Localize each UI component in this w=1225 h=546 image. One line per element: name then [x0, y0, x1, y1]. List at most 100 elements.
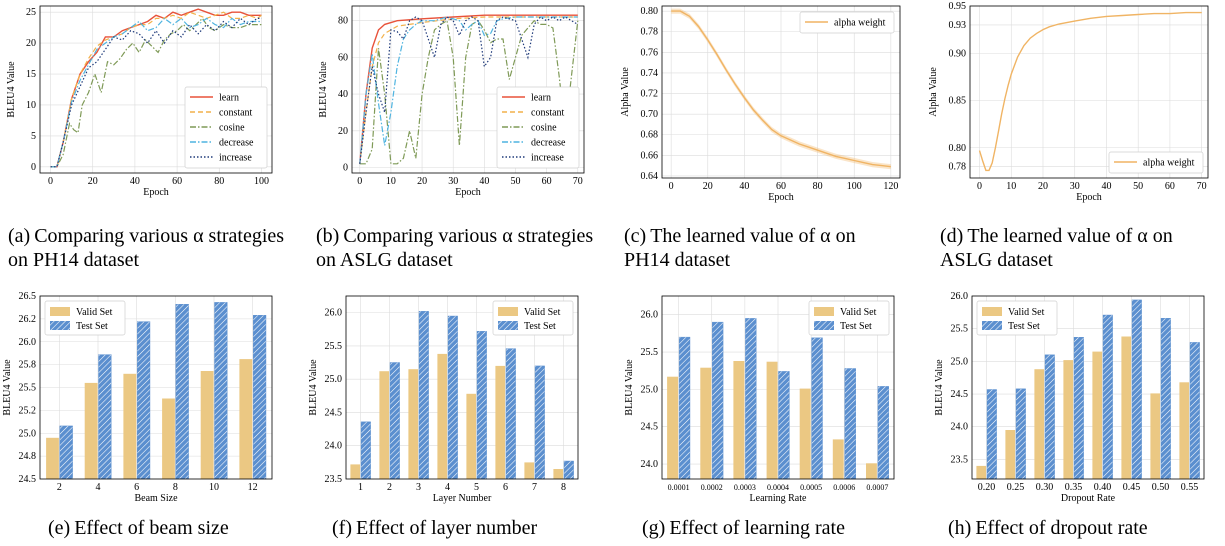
x-tick-label: 10	[386, 176, 396, 187]
bar-valid-set	[667, 376, 678, 479]
y-tick-label: 15	[26, 69, 36, 80]
y-axis-label: BLEU4 Value	[934, 359, 945, 416]
x-tick-label: 0.0001	[668, 483, 690, 492]
x-tick-label: 4	[445, 482, 450, 493]
x-tick-label: 0.20	[978, 482, 996, 493]
x-tick-label: 50	[510, 176, 520, 187]
caption-e: (e) Effect of beam size	[48, 516, 298, 540]
series-line-alpha-weight	[978, 11, 1202, 172]
x-tick-label: 80	[214, 176, 224, 187]
plot-area: 0 10 20 30 40 50 60 70 0 20 40 60 80 learn constant cos…	[318, 5, 585, 198]
caption-text: Effect of beam size	[74, 517, 229, 539]
y-tick-label: 25.8	[19, 360, 37, 371]
series-band	[671, 8, 891, 170]
bar-valid-set	[832, 439, 844, 479]
y-axis-label: BLEU4 Value	[308, 359, 319, 416]
y-tick-label: 0	[343, 162, 348, 173]
caption-id: (c)	[624, 225, 647, 247]
legend: learn constant cosine decrease increase	[184, 86, 268, 169]
x-tick-label: 10	[209, 482, 219, 493]
bar-valid-set	[495, 365, 505, 479]
x-tick-label: 30	[1070, 181, 1080, 192]
bar-valid-set	[1121, 336, 1131, 479]
x-tick-label: 2	[387, 482, 392, 493]
bar-valid-set	[379, 371, 389, 479]
x-tick-label: 0.0005	[800, 483, 822, 492]
y-tick-label: 24.5	[641, 422, 659, 433]
y-tick-label: 60	[338, 52, 348, 63]
y-tick-label: 80	[338, 16, 348, 27]
x-axis-label: Epoch	[143, 187, 169, 198]
y-tick-label: 0.76	[641, 47, 659, 58]
bar-test-set	[811, 337, 823, 480]
plot-frame	[971, 295, 1205, 480]
y-tick-label: 25.5	[641, 347, 659, 358]
y-tick-label: 24.8	[19, 451, 37, 462]
series-line-cosine	[50, 17, 262, 168]
legend-box	[184, 86, 268, 169]
plot-frame	[39, 5, 273, 174]
bar-valid-set	[553, 469, 563, 479]
plot-area: 23.5 24.0 24.5 25.0 25.5 26.0 0.20 0.25 0.30 0.35…	[934, 291, 1205, 504]
caption-text: Comparing various α strategies on ASLG d…	[316, 225, 594, 271]
x-tick-label: 0.0003	[734, 483, 756, 492]
bar-valid-set	[1005, 430, 1015, 479]
x-tick-label: 0.35	[1065, 482, 1083, 493]
caption-id: (e)	[48, 517, 71, 539]
y-tick-label: 24.0	[325, 441, 343, 452]
bar-test-set	[476, 331, 487, 480]
y-tick-label: 0.78	[641, 27, 659, 38]
x-tick-label: 0.0004	[767, 483, 789, 492]
series-line-decrease	[359, 16, 578, 164]
series-line-learn	[359, 14, 578, 164]
legend-box	[496, 86, 580, 169]
x-tick-label: 30	[448, 176, 458, 187]
x-tick-label: 60	[542, 176, 552, 187]
legend-swatch	[982, 321, 1002, 330]
y-tick-label: 25.2	[19, 405, 37, 416]
bar-test-set	[505, 348, 516, 480]
legend-swatch	[982, 307, 1002, 316]
caption-b: (b) Comparing various α strategies on ASL…	[316, 224, 598, 272]
x-tick-label: 3	[416, 482, 421, 493]
x-tick-label: 8	[561, 482, 566, 493]
x-tick-label: 0	[357, 176, 362, 187]
x-tick-label: 40	[479, 176, 489, 187]
panel-f: 23.5 24.0 24.5 25.0 25.5 26.0 1 2 3 4 5 6 7 8 Valid Se…	[306, 290, 606, 546]
caption-text: The learned value of α on ASLG dataset	[940, 225, 1173, 271]
y-tick-label: 0.64	[641, 171, 659, 182]
y-axis-label: BLEU4 Value	[6, 61, 17, 118]
legend-label: decrease	[219, 138, 254, 149]
caption-d: (d) The learned value of α on ASLG datase…	[940, 224, 1222, 272]
x-tick-label: 60	[172, 176, 182, 187]
x-tick-label: 70	[573, 176, 583, 187]
y-tick-label: 0.80	[641, 6, 659, 17]
bar-test-set	[98, 354, 112, 480]
y-tick-label: 25.0	[951, 356, 969, 367]
legend-label: constant	[219, 108, 253, 119]
bar-test-set	[877, 386, 889, 480]
legend: alpha weight	[1108, 151, 1204, 174]
x-tick-label: 6	[503, 482, 508, 493]
legend-label: alpha weight	[834, 18, 886, 29]
y-axis-label: BLEU4 Value	[2, 359, 13, 416]
plot-area: 24.0 24.5 25.0 25.5 26.0 0.0001 0.0002 0.0003 0.…	[624, 295, 895, 504]
legend-label: cosine	[531, 123, 557, 134]
series-line-cosine	[359, 19, 579, 165]
y-tick-label: 26.2	[19, 314, 37, 325]
x-tick-label: 0.25	[1007, 482, 1025, 493]
bar-test-set	[778, 371, 790, 480]
caption-text: Effect of learning rate	[669, 517, 845, 539]
panel-d: 0 10 20 30 40 50 60 70 0.78 0.80 0.85 0.90 0.93 0.95 a…	[922, 0, 1225, 280]
x-tick-label: 80	[813, 181, 823, 192]
legend-swatch	[50, 321, 70, 330]
x-tick-label: 10	[1006, 181, 1016, 192]
y-tick-label: 0.90	[949, 48, 967, 59]
x-tick-label: 50	[1133, 181, 1143, 192]
x-tick-label: 7	[532, 482, 537, 493]
y-axis-label: BLEU4 Value	[318, 61, 329, 118]
legend-label: Valid Set	[524, 307, 561, 318]
bar-valid-set	[766, 361, 778, 479]
y-tick-label: 25.5	[325, 341, 343, 352]
x-tick-label: 40	[739, 181, 749, 192]
